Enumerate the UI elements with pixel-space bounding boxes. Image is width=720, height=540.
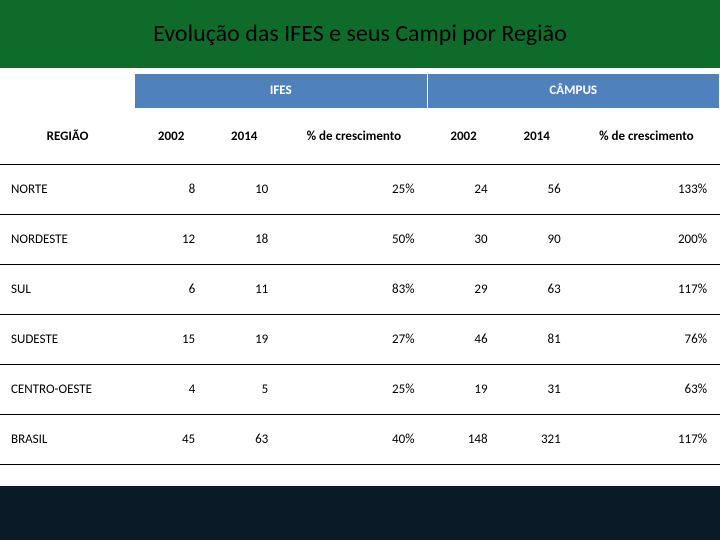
cell-ifes-growth: 50%: [281, 214, 427, 264]
title-bar: Evolução das IFES e seus Campi por Regiã…: [0, 0, 720, 68]
ifes-table: IFES CÂMPUS REGIÃO 2002 2014 % de cresci…: [0, 74, 720, 465]
cell-campus-2002: 24: [427, 164, 500, 214]
cell-ifes-2014: 11: [208, 264, 281, 314]
cell-ifes-growth: 25%: [281, 164, 427, 214]
cell-ifes-2014: 18: [208, 214, 281, 264]
cell-campus-growth: 117%: [573, 414, 719, 464]
table-row: SUDESTE151927%468176%: [1, 314, 720, 364]
cell-ifes-growth: 25%: [281, 364, 427, 414]
table-body: NORTE81025%2456133%NORDESTE121850%309020…: [1, 164, 720, 464]
col-campus-growth: % de crescimento: [573, 108, 719, 164]
cell-ifes-2014: 19: [208, 314, 281, 364]
table-row: CENTRO-OESTE4525%193163%: [1, 364, 720, 414]
cell-region: BRASIL: [1, 414, 135, 464]
cell-region: SUL: [1, 264, 135, 314]
group-header-ifes: IFES: [135, 74, 427, 108]
table-row: NORTE81025%2456133%: [1, 164, 720, 214]
col-ifes-2002: 2002: [135, 108, 208, 164]
cell-campus-growth: 200%: [573, 214, 719, 264]
cell-campus-2002: 29: [427, 264, 500, 314]
cell-campus-growth: 117%: [573, 264, 719, 314]
cell-ifes-2002: 12: [135, 214, 208, 264]
col-ifes-growth: % de crescimento: [281, 108, 427, 164]
cell-ifes-2002: 15: [135, 314, 208, 364]
cell-region: CENTRO-OESTE: [1, 364, 135, 414]
cell-ifes-growth: 83%: [281, 264, 427, 314]
cell-campus-2002: 19: [427, 364, 500, 414]
cell-ifes-growth: 40%: [281, 414, 427, 464]
footer-bar: [0, 486, 720, 540]
cell-ifes-2014: 5: [208, 364, 281, 414]
cell-ifes-2002: 4: [135, 364, 208, 414]
cell-campus-2002: 148: [427, 414, 500, 464]
cell-campus-growth: 76%: [573, 314, 719, 364]
cell-campus-2014: 321: [500, 414, 573, 464]
col-campus-2014: 2014: [500, 108, 573, 164]
cell-ifes-2002: 8: [135, 164, 208, 214]
cell-campus-2014: 63: [500, 264, 573, 314]
cell-region: SUDESTE: [1, 314, 135, 364]
cell-ifes-2014: 10: [208, 164, 281, 214]
cell-campus-growth: 63%: [573, 364, 719, 414]
cell-ifes-growth: 27%: [281, 314, 427, 364]
cell-region: NORTE: [1, 164, 135, 214]
table-container: IFES CÂMPUS REGIÃO 2002 2014 % de cresci…: [0, 68, 720, 465]
cell-campus-growth: 133%: [573, 164, 719, 214]
cell-region: NORDESTE: [1, 214, 135, 264]
cell-campus-2014: 31: [500, 364, 573, 414]
cell-campus-2002: 30: [427, 214, 500, 264]
cell-campus-2014: 56: [500, 164, 573, 214]
page-title: Evolução das IFES e seus Campi por Regiã…: [153, 20, 567, 49]
table-row: BRASIL456340%148321117%: [1, 414, 720, 464]
table-row: NORDESTE121850%3090200%: [1, 214, 720, 264]
table-column-header-row: REGIÃO 2002 2014 % de crescimento 2002 2…: [1, 108, 720, 164]
blank-header: [1, 74, 135, 108]
cell-ifes-2014: 63: [208, 414, 281, 464]
group-header-campus: CÂMPUS: [427, 74, 720, 108]
col-ifes-2014: 2014: [208, 108, 281, 164]
cell-campus-2002: 46: [427, 314, 500, 364]
col-region: REGIÃO: [1, 108, 135, 164]
table-group-header-row: IFES CÂMPUS: [1, 74, 720, 108]
cell-ifes-2002: 45: [135, 414, 208, 464]
cell-campus-2014: 90: [500, 214, 573, 264]
cell-campus-2014: 81: [500, 314, 573, 364]
col-campus-2002: 2002: [427, 108, 500, 164]
cell-ifes-2002: 6: [135, 264, 208, 314]
table-row: SUL61183%2963117%: [1, 264, 720, 314]
